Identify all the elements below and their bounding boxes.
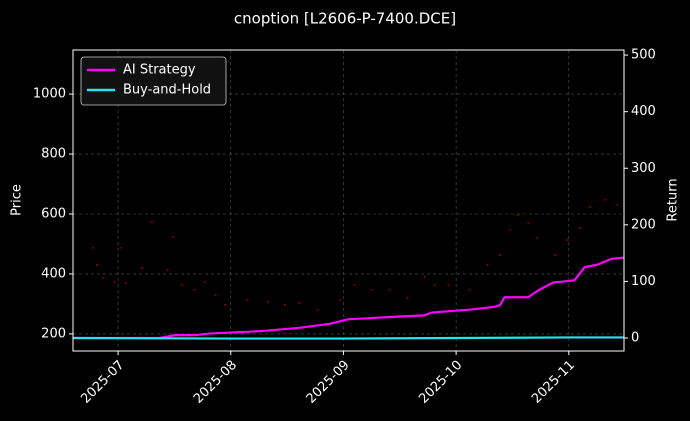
price-point (193, 288, 196, 291)
y2-axis-label: Return (666, 178, 681, 221)
price-point (119, 246, 122, 249)
price-point (509, 228, 512, 231)
price-point (150, 221, 153, 223)
price-point (246, 299, 249, 301)
price-point (486, 264, 489, 266)
price-point (140, 267, 143, 269)
price-point (499, 254, 501, 256)
legend-label: Buy-and-Hold (123, 83, 211, 98)
price-point (267, 300, 269, 303)
price-point (433, 284, 436, 286)
price-point (316, 309, 319, 311)
y2-tick-label: 200 (631, 217, 656, 232)
price-point (406, 297, 409, 299)
price-point (95, 264, 98, 266)
price-point (125, 282, 127, 284)
price-point (589, 206, 592, 208)
price-point (616, 204, 619, 206)
price-point (224, 303, 227, 306)
plot-frame (72, 49, 625, 352)
price-point (536, 237, 539, 239)
price-point (527, 222, 530, 224)
y2-tick-label: 400 (631, 104, 656, 119)
price-point (214, 294, 216, 296)
price-point (468, 288, 471, 291)
price-point (603, 199, 606, 201)
price-point (102, 276, 105, 279)
price-point (423, 276, 426, 278)
series-line (72, 336, 624, 340)
price-point (339, 299, 341, 301)
price-point (517, 213, 519, 216)
price-point (283, 303, 286, 306)
price-point (92, 246, 95, 249)
y-tick-label: 600 (41, 206, 66, 221)
y2-tick-label: 100 (631, 274, 656, 289)
y-axis-label: Price (10, 184, 25, 216)
y-tick-label: 200 (41, 326, 66, 341)
price-point (388, 288, 391, 291)
price-point (166, 269, 169, 271)
price-point (579, 227, 581, 229)
y-tick-label: 800 (41, 147, 66, 162)
price-point (447, 284, 450, 286)
legend-box (80, 56, 227, 106)
legend-label: AI Strategy (123, 63, 196, 78)
price-point (554, 254, 557, 256)
price-point (203, 281, 206, 283)
price-point (113, 281, 116, 283)
price-point (353, 284, 356, 286)
y-tick-label: 400 (41, 266, 66, 281)
y-tick-label: 1000 (33, 87, 66, 102)
y2-tick-label: 500 (631, 48, 656, 63)
price-point (181, 284, 184, 286)
chart-title: cnoption [L2606-P-7400.DCE] (234, 10, 456, 28)
y2-tick-label: 300 (631, 161, 656, 176)
price-point (172, 236, 175, 238)
price-point (370, 288, 373, 291)
price-point (566, 239, 569, 241)
series-line (73, 256, 625, 340)
y2-tick-label: 0 (631, 330, 639, 345)
price-point (298, 302, 301, 304)
